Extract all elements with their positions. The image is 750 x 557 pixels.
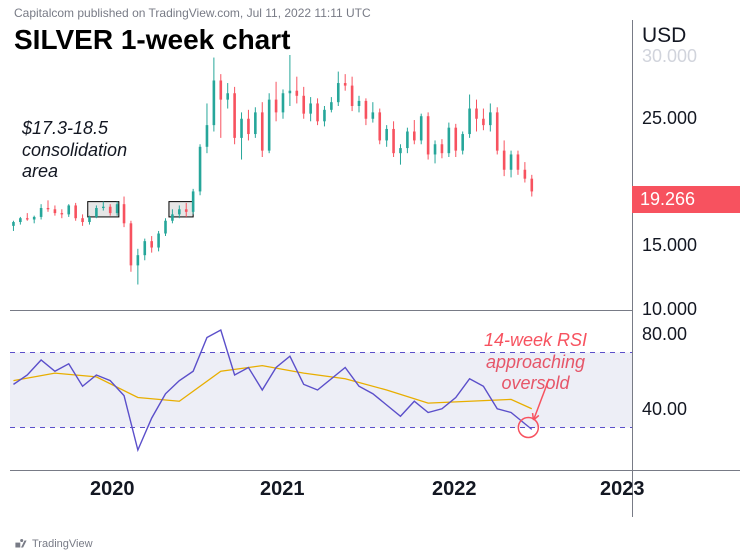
price-chart[interactable] (10, 55, 632, 310)
y-tick-30: 30.000 (642, 46, 697, 67)
source-attribution: Capitalcom published on TradingView.com,… (14, 6, 371, 20)
rsi-chart[interactable] (10, 315, 632, 465)
tradingview-logo: TradingView (14, 537, 93, 551)
y-tick-15: 15.000 (642, 235, 697, 256)
x-tick-2021: 2021 (260, 478, 305, 501)
rsi-tick-40: 40.00 (642, 399, 687, 420)
tv-logo-icon (14, 537, 28, 551)
current-price-badge: 19.266 (632, 186, 740, 213)
x-axis-line (10, 470, 740, 471)
y-tick-10: 10.000 (642, 299, 697, 320)
x-tick-2022: 2022 (432, 478, 477, 501)
y-tick-25: 25.000 (642, 108, 697, 129)
x-tick-2020: 2020 (90, 478, 135, 501)
panel-divider (10, 310, 632, 311)
currency-label: USD (642, 24, 686, 48)
y-axis-divider (632, 20, 633, 517)
x-tick-2023: 2023 (600, 478, 645, 501)
chart-title: SILVER 1-week chart (14, 24, 290, 56)
rsi-tick-80: 80.00 (642, 324, 687, 345)
